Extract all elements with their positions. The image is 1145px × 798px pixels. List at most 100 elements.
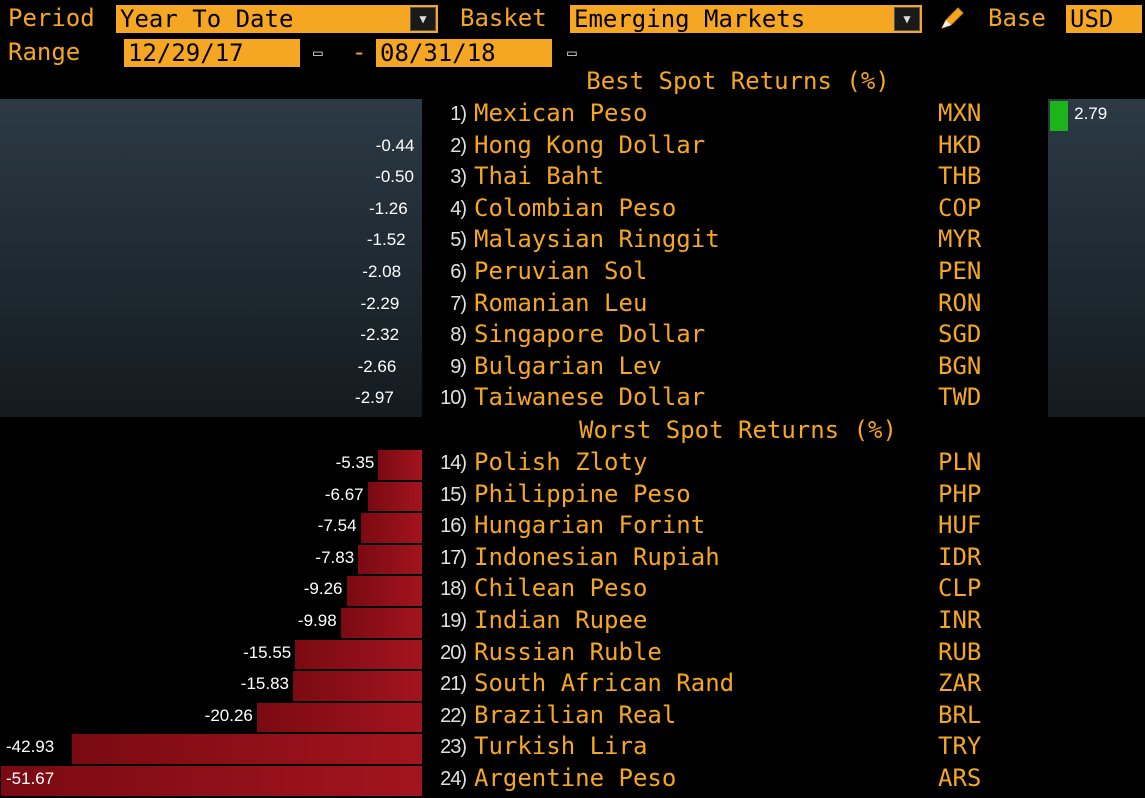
currency-name[interactable]: Bulgarian Lev xyxy=(474,351,662,380)
currency-row[interactable]: 21) South African Rand ZAR -15.83 xyxy=(0,669,1145,701)
positive-return-bar xyxy=(1050,101,1069,131)
currency-name[interactable]: Turkish Lira xyxy=(474,732,648,761)
return-bar xyxy=(398,385,422,415)
return-bar xyxy=(412,196,422,226)
currency-name[interactable]: Indian Rupee xyxy=(474,606,648,634)
currency-row[interactable]: 17) Indonesian Rupiah IDR -7.83 xyxy=(0,542,1145,575)
currency-row[interactable]: 1) Mexican Peso MXN 2.79 xyxy=(0,99,1145,131)
basket-label: Basket xyxy=(460,4,547,32)
currency-name[interactable]: Hong Kong Dollar xyxy=(474,130,706,159)
rank-number: 2) xyxy=(450,134,467,157)
return-value-label: -6.67 xyxy=(324,484,364,504)
currency-row[interactable]: 19) Indian Rupee INR -9.98 xyxy=(0,606,1145,638)
rank-number: 17) xyxy=(440,546,467,569)
rank-number: 9) xyxy=(450,355,467,378)
return-bar xyxy=(400,354,422,384)
base-currency-field[interactable]: USD xyxy=(1066,5,1142,33)
currency-name[interactable]: Peruvian Sol xyxy=(474,257,648,285)
return-bar xyxy=(0,766,422,796)
rank-number: 23) xyxy=(440,736,467,759)
rank-number: 22) xyxy=(440,704,467,727)
return-bar xyxy=(418,133,422,163)
currency-row[interactable]: 24) Argentine Peso ARS -51.67 xyxy=(0,764,1145,796)
currency-row[interactable]: 18) Chilean Peso CLP -9.26 xyxy=(0,574,1145,606)
currency-row[interactable]: 14) Polish Zloty PLN -5.35 xyxy=(0,448,1145,480)
return-bar xyxy=(403,322,422,352)
calendar-icon[interactable]: ▭ xyxy=(313,43,323,62)
currency-row[interactable]: 8) Singapore Dollar SGD -2.32 xyxy=(0,320,1145,351)
return-bar xyxy=(256,702,422,733)
currency-row[interactable]: 3) Thai Baht THB -0.50 xyxy=(0,162,1145,193)
return-bar xyxy=(410,227,422,257)
return-bar xyxy=(295,639,422,670)
currency-code: BRL xyxy=(938,700,982,729)
currency-row[interactable]: 5) Malaysian Ringgit MYR -1.52 xyxy=(0,225,1145,256)
currency-code: TRY xyxy=(938,732,982,761)
currency-row[interactable]: 16) Hungarian Forint HUF -7.54 xyxy=(0,511,1145,543)
base-label: Base xyxy=(988,4,1046,32)
currency-row[interactable]: 20) Russian Ruble RUB -15.55 xyxy=(0,637,1145,670)
return-value-label: -9.26 xyxy=(303,579,343,599)
currency-name[interactable]: Chilean Peso xyxy=(474,574,648,603)
return-value-label: -5.35 xyxy=(335,453,375,472)
currency-name[interactable]: Mexican Peso xyxy=(474,99,648,127)
currency-row[interactable]: 10) Taiwanese Dollar TWD -2.97 xyxy=(0,383,1145,414)
currency-name[interactable]: Hungarian Forint xyxy=(474,511,706,540)
rank-number: 10) xyxy=(440,387,467,410)
return-value-label: -2.32 xyxy=(360,325,400,345)
return-bar xyxy=(403,291,422,321)
range-separator: - xyxy=(352,38,367,66)
currency-row[interactable]: 4) Colombian Peso COP -1.26 xyxy=(0,194,1145,225)
best-returns-title: Best Spot Returns (%) xyxy=(586,67,890,95)
currency-name[interactable]: Romanian Leu xyxy=(474,288,648,317)
currency-code: COP xyxy=(938,193,982,222)
currency-name[interactable]: South African Rand xyxy=(474,669,735,698)
currency-name[interactable]: Philippine Peso xyxy=(474,479,691,508)
return-value-label: -15.83 xyxy=(240,674,289,694)
currency-row[interactable]: 6) Peruvian Sol PEN -2.08 xyxy=(0,257,1145,288)
return-bar xyxy=(405,259,422,289)
rank-number: 15) xyxy=(440,483,467,506)
rank-number: 19) xyxy=(440,610,467,632)
rank-number: 21) xyxy=(440,673,467,696)
currency-row[interactable]: 23) Turkish Lira TRY -42.93 xyxy=(0,732,1145,764)
range-end-field[interactable]: 08/31/18 xyxy=(376,39,552,67)
currency-name[interactable]: Thai Baht xyxy=(474,162,605,191)
basket-select[interactable]: Emerging Markets xyxy=(570,5,922,33)
range-start-field[interactable]: 12/29/17 xyxy=(124,39,300,67)
calendar-icon[interactable]: ▭ xyxy=(567,43,577,62)
pencil-icon[interactable] xyxy=(938,6,966,32)
currency-name[interactable]: Polish Zloty xyxy=(474,448,648,476)
return-value-label: -51.67 xyxy=(6,769,55,788)
currency-name[interactable]: Russian Ruble xyxy=(474,637,662,666)
currency-row[interactable]: 2) Hong Kong Dollar HKD -0.44 xyxy=(0,131,1145,162)
rank-number: 7) xyxy=(450,292,467,315)
chevron-down-icon[interactable]: ▼ xyxy=(894,7,920,31)
currency-name[interactable]: Singapore Dollar xyxy=(474,320,706,349)
currency-code: TWD xyxy=(938,383,982,412)
currency-name[interactable]: Taiwanese Dollar xyxy=(474,383,706,412)
currency-row[interactable]: 7) Romanian Leu RON -2.29 xyxy=(0,289,1145,320)
return-value-label: -20.26 xyxy=(204,705,253,725)
currency-code: IDR xyxy=(938,542,982,571)
return-value-label: -2.08 xyxy=(362,262,402,281)
currency-row[interactable]: 22) Brazilian Real BRL -20.26 xyxy=(0,700,1145,733)
currency-name[interactable]: Colombian Peso xyxy=(474,193,677,222)
currency-code: BGN xyxy=(938,351,982,380)
range-label: Range xyxy=(8,38,81,66)
rank-number: 16) xyxy=(440,515,467,538)
currency-row[interactable]: 15) Philippine Peso PHP -6.67 xyxy=(0,479,1145,512)
return-value-label: -2.66 xyxy=(357,356,397,376)
currency-name[interactable]: Brazilian Real xyxy=(474,700,677,729)
currency-row[interactable]: 9) Bulgarian Lev BGN -2.66 xyxy=(0,352,1145,383)
currency-name[interactable]: Malaysian Ringgit xyxy=(474,225,720,254)
currency-code: PEN xyxy=(938,257,982,285)
currency-name[interactable]: Argentine Peso xyxy=(474,764,677,792)
chevron-down-icon[interactable]: ▼ xyxy=(410,7,436,31)
period-select[interactable]: Year To Date xyxy=(116,5,438,33)
rank-number: 20) xyxy=(440,641,467,664)
currency-code: SGD xyxy=(938,320,982,349)
currency-name[interactable]: Indonesian Rupiah xyxy=(474,542,720,571)
currency-code: RUB xyxy=(938,637,982,666)
return-bar xyxy=(292,671,422,701)
